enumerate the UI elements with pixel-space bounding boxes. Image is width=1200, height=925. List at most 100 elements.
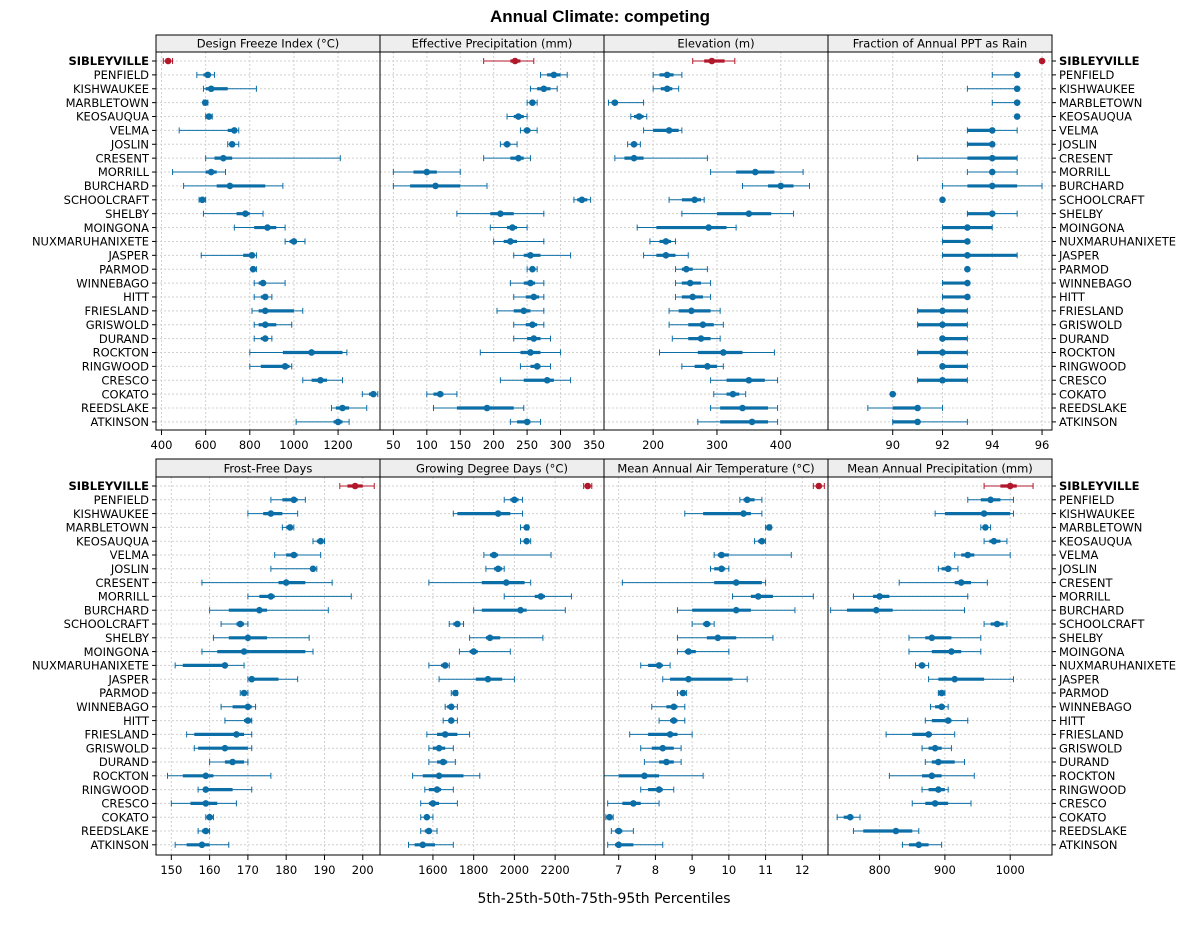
- mark-moingona: [908, 648, 982, 655]
- mark-durand: [253, 335, 273, 342]
- x-tick-label: 900: [934, 863, 956, 877]
- median-point: [502, 579, 510, 586]
- median-point: [815, 482, 823, 490]
- panels-layer: Design Freeze Index (°C) 400 600 800 1000 120…: [32, 34, 1176, 877]
- median-point: [202, 786, 210, 793]
- mark-durand: [513, 335, 552, 342]
- mark-jasper: [438, 675, 515, 683]
- mark-cresent: [483, 154, 531, 162]
- mark-hitt: [224, 717, 253, 724]
- median-point: [202, 827, 210, 835]
- mark-winnebago: [930, 703, 949, 711]
- median-point: [939, 349, 946, 356]
- row-label-left: JASPER: [107, 672, 149, 686]
- median-point: [226, 182, 234, 190]
- median-point: [990, 537, 998, 545]
- row-label-left: GRISWOLD: [86, 318, 149, 332]
- median-point: [447, 717, 455, 724]
- mark-friesland: [496, 307, 545, 315]
- median-point: [689, 293, 697, 301]
- median-point: [435, 772, 443, 780]
- row-label-right: RINGWOOD: [1059, 783, 1126, 797]
- median-point: [615, 841, 622, 849]
- median-point: [351, 482, 359, 490]
- median-point: [530, 335, 538, 342]
- median-point: [915, 841, 923, 849]
- row-label-left: VELMA: [110, 548, 149, 562]
- median-point: [509, 224, 516, 231]
- median-point: [938, 689, 945, 697]
- median-point: [964, 265, 971, 273]
- mark-cokato: [836, 813, 861, 821]
- x-tick-label: 9: [688, 863, 695, 877]
- median-point: [951, 675, 958, 683]
- x-tick-label: 50: [386, 438, 401, 452]
- mark-atkinson: [174, 841, 230, 849]
- median-point: [248, 675, 256, 683]
- mark-hitt: [513, 293, 545, 301]
- median-point: [520, 307, 528, 315]
- row-label-right: SHELBY: [1059, 207, 1104, 221]
- row-label-right: FRIESLAND: [1059, 304, 1124, 318]
- median-point: [957, 579, 965, 586]
- row-label-left: KEOSAUQUA: [76, 534, 149, 548]
- mark-velma: [966, 127, 1018, 134]
- row-label-left: VELMA: [110, 124, 149, 138]
- median-point: [527, 252, 534, 259]
- median-point: [655, 662, 663, 669]
- mark-winnebago: [444, 703, 458, 711]
- median-point: [630, 140, 638, 148]
- median-point: [261, 307, 269, 315]
- mark-velma: [519, 127, 538, 134]
- mark-marbletown: [526, 99, 538, 106]
- row-label-left: CRESENT: [96, 576, 150, 590]
- median-point: [198, 841, 206, 849]
- mark-parmod: [676, 689, 688, 697]
- row-label-left: FRIESLAND: [84, 728, 149, 742]
- row-label-left: WINNEBAGO: [76, 276, 149, 290]
- median-point: [249, 265, 257, 273]
- median-point: [511, 496, 518, 504]
- median-point: [606, 813, 613, 821]
- median-point: [286, 524, 294, 531]
- row-label-right: PENFIELD: [1059, 68, 1114, 82]
- mark-nuxmaruhanixete: [941, 238, 971, 245]
- median-point: [670, 703, 678, 711]
- row-label-right: COKATO: [1059, 387, 1106, 401]
- median-point: [665, 127, 673, 134]
- mark-keosauqua: [506, 113, 528, 120]
- mark-kishwaukee: [452, 510, 524, 517]
- row-label-right: PENFIELD: [1059, 493, 1114, 507]
- row-label-left: ATKINSON: [91, 838, 150, 852]
- panel-frame: [379, 476, 605, 856]
- mark-winnebago: [941, 279, 971, 287]
- median-point: [244, 703, 252, 711]
- median-point: [876, 593, 883, 600]
- median-point: [529, 99, 536, 106]
- row-label-left: JASPER: [107, 249, 149, 263]
- mark-rockton: [479, 349, 562, 356]
- row-label-right: ATKINSON: [1059, 838, 1118, 852]
- mark-sibleyville: [983, 482, 1034, 490]
- panel-strip-title: Growing Degree Days (°C): [416, 462, 568, 476]
- median-point: [928, 634, 936, 642]
- median-point: [630, 800, 637, 807]
- median-point: [987, 496, 994, 504]
- mark-joslin: [227, 140, 240, 148]
- row-label-left: MOINGONA: [84, 221, 150, 235]
- row-label-right: SCHOOLCRAFT: [1059, 617, 1145, 631]
- median-point: [484, 675, 492, 683]
- panel-design-freeze-index-c: Design Freeze Index (°C) 400 600 800 1000 120…: [151, 34, 381, 452]
- median-point: [739, 404, 746, 412]
- panel-growing-degree-days-c: Growing Degree Days (°C) 1600 1800 2000 2200: [379, 458, 605, 877]
- x-tick-label: 100: [416, 438, 438, 452]
- mark-jasper: [643, 252, 689, 259]
- mark-reedslake: [710, 404, 779, 412]
- mark-shelby: [908, 634, 982, 642]
- mark-ringwood: [197, 786, 253, 793]
- median-point: [925, 731, 932, 738]
- mark-hitt: [442, 717, 458, 724]
- median-point: [939, 307, 946, 315]
- mark-atkinson: [901, 841, 943, 849]
- median-point: [256, 606, 263, 614]
